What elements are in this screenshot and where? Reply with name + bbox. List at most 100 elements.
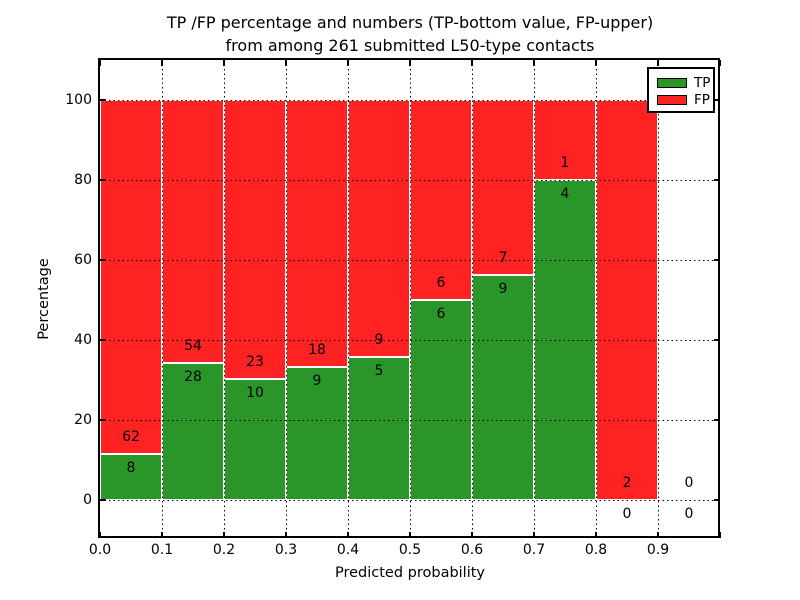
- bar-segment-fp: [472, 100, 534, 275]
- x-tick: [223, 532, 225, 538]
- legend: TP FP: [647, 67, 715, 113]
- x-tick: [533, 60, 535, 66]
- chart-title-line-1: TP /FP percentage and numbers (TP-bottom…: [166, 13, 654, 32]
- grid-line-v: [285, 60, 287, 538]
- x-tick: [471, 60, 473, 66]
- bar-count-label-fp: 6: [436, 275, 446, 291]
- y-tick: [100, 99, 106, 101]
- y-tick: [714, 339, 720, 341]
- x-tick: [161, 532, 163, 538]
- legend-entry-tp: TP: [657, 74, 713, 91]
- x-tick: [595, 60, 597, 66]
- legend-entry-fp: FP: [657, 91, 713, 108]
- x-tick-label: 0.1: [150, 542, 174, 558]
- bar-count-label-tp: 28: [184, 369, 202, 386]
- bar-count-label-tp: 10: [246, 384, 264, 401]
- bar-count-label-tp: 0: [684, 506, 694, 522]
- x-tick: [719, 532, 721, 538]
- x-tick: [719, 60, 721, 66]
- grid-line-v: [223, 60, 225, 538]
- bar-segment-tp: [162, 363, 224, 500]
- x-tick-label: 0.6: [460, 542, 484, 558]
- bar-count-label-tp: 0: [622, 506, 632, 522]
- x-tick-label: 0.9: [646, 542, 670, 558]
- y-tick-label: 20: [74, 412, 92, 428]
- y-tick: [714, 179, 720, 181]
- y-tick: [714, 419, 720, 421]
- bar-count-label-tp: 9: [312, 372, 322, 389]
- legend-label-fp: FP: [694, 91, 710, 108]
- chart-title-line-2: from among 261 submitted L50-type contac…: [225, 36, 595, 55]
- x-tick: [347, 532, 349, 538]
- x-tick-label: 0.0: [88, 542, 112, 558]
- y-axis-label: Percentage: [36, 258, 52, 340]
- y-tick: [714, 259, 720, 261]
- bar-count-label-tp: 6: [436, 306, 446, 322]
- bar-count-label-fp: 2: [622, 475, 632, 491]
- bar-count-label-fp: 7: [498, 250, 508, 266]
- bar-segment-tp: [472, 275, 534, 500]
- x-tick: [409, 60, 411, 66]
- x-tick: [657, 532, 659, 538]
- bar-segment-tp: [100, 454, 162, 500]
- x-tick: [595, 532, 597, 538]
- y-tick: [100, 419, 106, 421]
- y-tick: [100, 259, 106, 261]
- bar-count-label-fp: 23: [246, 353, 264, 370]
- grid-line-v: [409, 60, 411, 538]
- bar-segment-fp: [100, 100, 162, 455]
- legend-label-tp: TP: [694, 74, 711, 91]
- x-tick-label: 0.8: [584, 542, 608, 558]
- bar-count-label-tp: 8: [126, 460, 136, 477]
- bar-count-label-tp: 5: [374, 363, 384, 380]
- y-tick: [714, 99, 720, 101]
- grid-line-v: [533, 60, 535, 538]
- y-tick-label: 40: [74, 332, 92, 348]
- fp-color-swatch: [657, 94, 687, 105]
- bar-count-label-fp: 9: [374, 332, 384, 349]
- bar-segment-fp: [162, 100, 224, 364]
- bar-count-label-fp: 1: [560, 155, 570, 171]
- bar-count-label-tp: 9: [498, 281, 508, 297]
- x-tick: [471, 532, 473, 538]
- x-tick: [285, 60, 287, 66]
- bar-count-label-tp: 4: [560, 186, 570, 202]
- x-tick: [161, 60, 163, 66]
- x-tick-label: 0.2: [212, 542, 236, 558]
- bar-segment-tp: [410, 300, 472, 500]
- y-tick: [100, 499, 106, 501]
- x-tick: [347, 60, 349, 66]
- x-tick-label: 0.7: [522, 542, 546, 558]
- y-tick-label: 0: [83, 492, 92, 508]
- x-tick: [409, 532, 411, 538]
- x-tick-label: 0.4: [336, 542, 360, 558]
- grid-line-v: [471, 60, 473, 538]
- x-tick-label: 0.3: [274, 542, 298, 558]
- y-tick-label: 100: [65, 92, 92, 108]
- y-tick: [100, 179, 106, 181]
- bar-count-label-fp: 0: [684, 475, 694, 491]
- bar-segment-fp: [348, 100, 410, 358]
- bar-segment-fp: [224, 100, 286, 379]
- bar-count-label-fp: 62: [122, 429, 140, 446]
- x-tick: [99, 532, 101, 538]
- bar-segment-fp: [286, 100, 348, 367]
- grid-line-v: [161, 60, 163, 538]
- y-tick: [100, 339, 106, 341]
- bar-segment-fp: [596, 100, 658, 500]
- y-tick-label: 60: [74, 252, 92, 268]
- x-axis-label: Predicted probability: [334, 565, 486, 581]
- x-tick: [99, 60, 101, 66]
- x-tick-label: 0.5: [398, 542, 422, 558]
- x-tick: [285, 532, 287, 538]
- x-tick: [223, 60, 225, 66]
- tp-color-swatch: [657, 77, 687, 88]
- x-tick: [533, 532, 535, 538]
- y-tick: [714, 499, 720, 501]
- bar-segment-tp: [348, 357, 410, 500]
- grid-line-v: [657, 60, 659, 538]
- bar-count-label-fp: 54: [184, 338, 202, 355]
- bar-count-label-fp: 18: [308, 341, 326, 358]
- bar-segment-tp: [286, 366, 348, 500]
